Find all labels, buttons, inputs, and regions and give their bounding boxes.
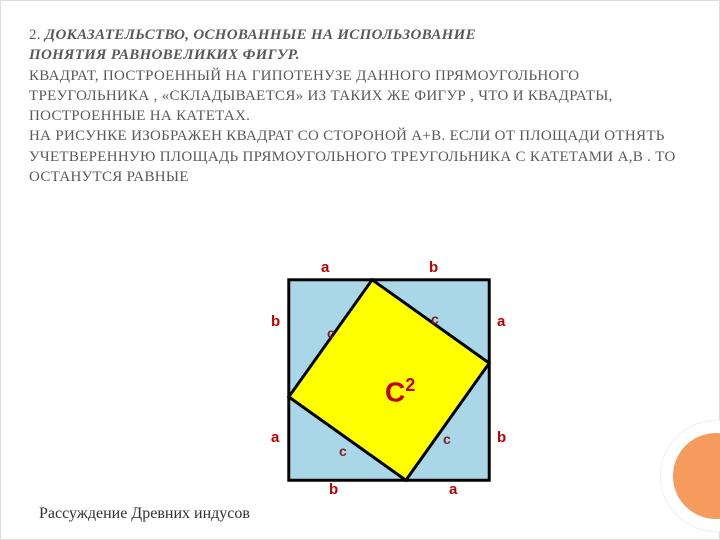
paragraph-1: КВАДРАТ, ПОСТРОЕННЫЙ НА ГИПОТЕНУЗЕ ДАННО… [29, 68, 613, 125]
hypotenuse-label-c: c [327, 325, 335, 341]
side-label-a: a [271, 429, 279, 446]
side-label-a: a [497, 313, 505, 330]
hypotenuse-label-c: c [431, 311, 439, 327]
title-line-2: ПОНЯТИЯ РАВНОВЕЛИКИХ ФИГУР. [29, 47, 300, 63]
hypotenuse-label-c: c [443, 431, 451, 447]
caption: Рассуждение Древних индусов [39, 505, 250, 523]
slide: 2. ДОКАЗАТЕЛЬСТВО, ОСНОВАННЫЕ НА ИСПОЛЬЗ… [0, 0, 720, 540]
side-label-b: b [271, 313, 280, 330]
pythagoras-diagram: C2 a b a b a b a b c c c c [259, 263, 519, 503]
side-label-b: b [497, 429, 506, 446]
title-line-1: ДОКАЗАТЕЛЬСТВО, ОСНОВАННЫЕ НА ИСПОЛЬЗОВА… [45, 27, 476, 43]
accent-circle-icon [661, 421, 720, 531]
paragraph-2: НА РИСУНКЕ ИЗОБРАЖЕН КВАДРАТ СО СТОРОНОЙ… [29, 128, 676, 185]
side-label-a: a [321, 259, 329, 276]
c-squared-label: C2 [385, 375, 415, 408]
heading-number: 2. [29, 27, 41, 43]
hypotenuse-label-c: c [339, 443, 347, 459]
side-label-b: b [329, 481, 338, 498]
side-label-b: b [429, 259, 438, 276]
text-block: 2. ДОКАЗАТЕЛЬСТВО, ОСНОВАННЫЕ НА ИСПОЛЬЗ… [29, 25, 691, 187]
side-label-a: a [449, 481, 457, 498]
